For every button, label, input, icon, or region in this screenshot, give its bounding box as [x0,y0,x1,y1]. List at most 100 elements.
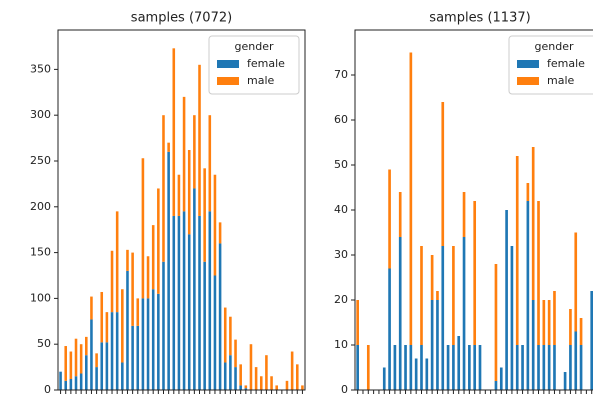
bar [162,115,165,262]
bar [79,373,83,390]
y-tick-label: 30 [334,248,348,261]
bar [187,150,191,235]
y-tick-label: 50 [37,337,51,350]
bar [95,353,98,368]
bar [157,188,160,294]
bar [436,291,439,300]
bar [537,345,540,390]
bar [441,246,445,390]
bar [547,300,551,345]
subplot: samples (7072) 0 50 100 150 200 250 300 350 gende… [30,11,306,396]
bar [526,201,530,390]
bar [499,367,503,390]
bar [74,338,78,377]
bar [393,345,397,390]
bar [239,364,242,386]
y-tick-label: 70 [334,68,348,81]
bar [526,183,530,201]
y-tick-label: 250 [30,154,51,167]
bar [187,234,191,390]
bar [100,291,104,343]
bar [553,291,556,345]
bar [452,246,455,345]
bar [473,345,477,390]
bar [121,362,124,390]
bar [64,380,68,390]
bar [563,372,567,390]
bar [531,300,535,390]
legend-label: male [247,74,275,87]
y-tick-label: 100 [30,291,51,304]
bar [131,252,134,326]
y-tick-label: 150 [30,246,51,259]
bar [79,344,83,374]
bar [172,215,176,390]
bar [265,355,268,390]
y-tick-label: 20 [334,293,348,306]
bar [446,345,450,390]
bar [425,358,429,390]
bar [420,345,423,390]
bar [244,388,248,390]
bar [547,345,551,390]
bar [100,342,104,390]
bar [521,345,524,390]
bar [105,312,109,343]
legend-label: male [547,74,575,87]
bar [356,345,359,390]
bar [409,52,413,345]
bar [90,319,93,390]
bar [244,385,248,389]
bar [366,345,370,390]
bar [182,96,186,212]
bar [430,255,434,300]
bar [579,345,583,390]
bar [537,201,540,345]
axes-frame [354,29,593,391]
y-tick-label: 0 [341,383,348,396]
y-tick-label: 350 [30,62,51,75]
bar [141,158,145,299]
legend-swatch [217,77,239,85]
bar [441,102,445,246]
bar [213,174,217,276]
bar [569,345,572,390]
bar [203,261,206,390]
bar [436,300,439,390]
bar [452,345,455,390]
bar [115,211,119,313]
bar [59,371,62,390]
bar [409,345,413,390]
bar [229,355,232,390]
bar [157,293,160,390]
bar [254,367,258,390]
bar [531,147,535,300]
bar [223,362,227,390]
bar [234,367,237,390]
bar [468,345,471,390]
bar [239,385,242,390]
bar [131,325,134,390]
bar [295,364,299,390]
bar [542,345,546,390]
bar [388,268,391,390]
bar [270,376,273,390]
bar [126,270,129,390]
bar [574,232,578,332]
legend-swatch [517,77,539,85]
bar [569,309,572,345]
bar [208,211,212,390]
bar [398,237,402,390]
bar [121,289,124,363]
bar [301,385,304,390]
bar [388,169,391,269]
bar [172,48,176,216]
bar [177,174,181,216]
bar [110,312,114,390]
bar [249,344,253,390]
bar [579,318,583,345]
bar [126,249,129,271]
bar [218,243,222,390]
axes-frame [57,29,306,391]
